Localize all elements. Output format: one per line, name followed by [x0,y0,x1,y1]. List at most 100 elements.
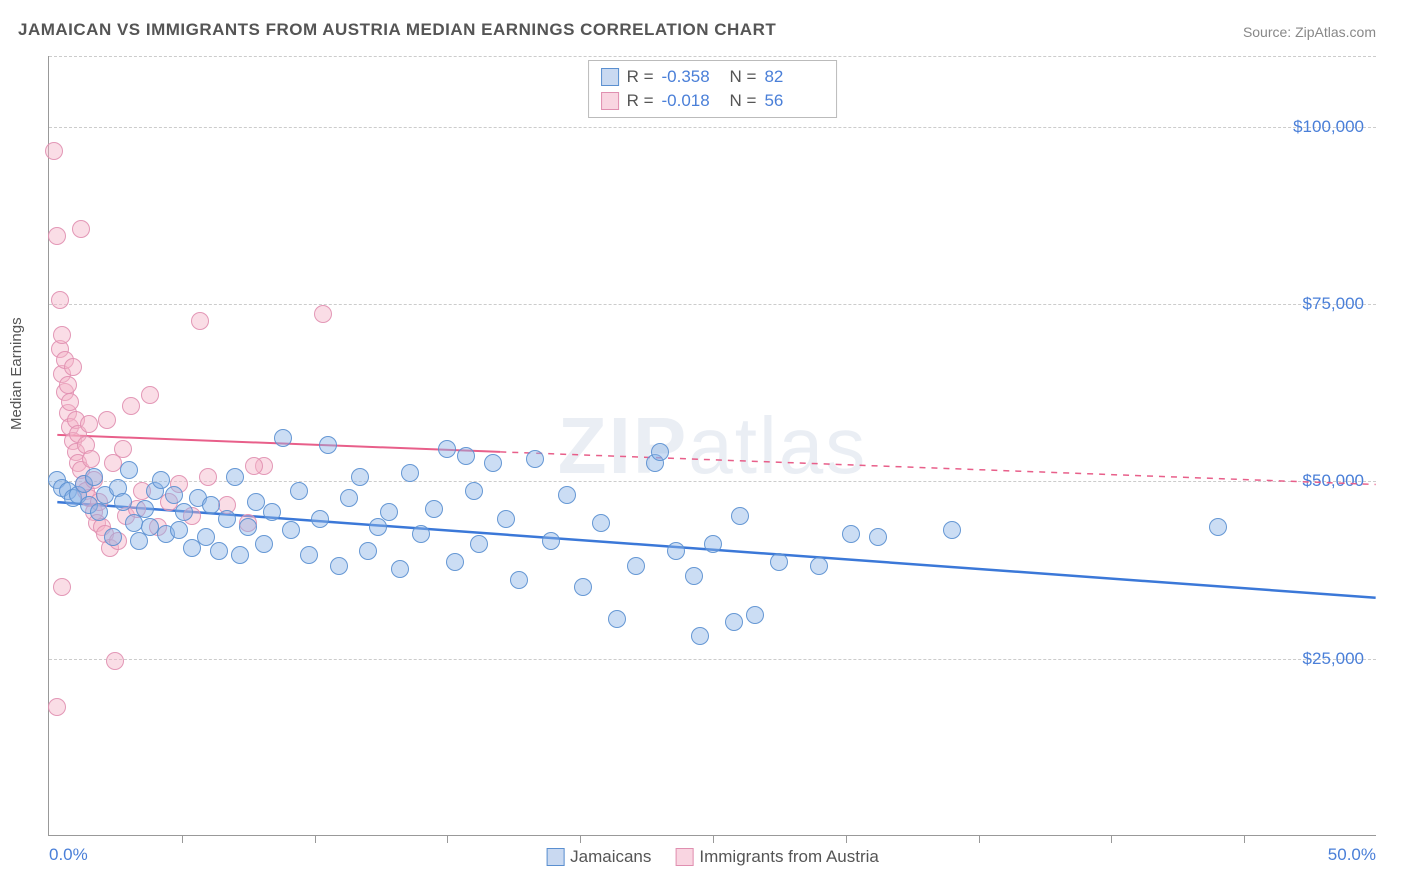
data-point-blue [731,507,749,525]
y-tick-label: $50,000 [1303,471,1364,491]
gridline [49,481,1376,482]
data-point-blue [574,578,592,596]
data-point-pink [122,397,140,415]
data-point-blue [484,454,502,472]
data-point-pink [98,411,116,429]
y-axis-label: Median Earnings [8,317,25,430]
stats-box: R = -0.358 N = 82 R = -0.018 N = 56 [588,60,838,118]
swatch-pink-icon [601,92,619,110]
data-point-pink [64,358,82,376]
legend-item-blue: Jamaicans [546,847,651,867]
data-point-blue [175,503,193,521]
x-tick [315,835,316,843]
data-point-pink [61,393,79,411]
data-point-blue [218,510,236,528]
x-tick [979,835,980,843]
data-point-blue [691,627,709,645]
trend-lines [49,56,1376,835]
data-point-pink [80,415,98,433]
x-tick [846,835,847,843]
data-point-blue [170,521,188,539]
data-point-blue [1209,518,1227,536]
chart-title: JAMAICAN VS IMMIGRANTS FROM AUSTRIA MEDI… [18,20,776,40]
data-point-pink [48,227,66,245]
data-point-pink [199,468,217,486]
data-point-blue [300,546,318,564]
data-point-blue [542,532,560,550]
data-point-blue [465,482,483,500]
data-point-blue [446,553,464,571]
data-point-blue [592,514,610,532]
data-point-pink [45,142,63,160]
data-point-blue [810,557,828,575]
data-point-blue [510,571,528,589]
data-point-blue [197,528,215,546]
x-tick [580,835,581,843]
data-point-pink [72,220,90,238]
data-point-pink [191,312,209,330]
data-point-pink [245,457,263,475]
data-point-blue [667,542,685,560]
data-point-blue [608,610,626,628]
data-point-blue [351,468,369,486]
data-point-blue [120,461,138,479]
data-point-blue [263,503,281,521]
x-tick [713,835,714,843]
data-point-pink [53,326,71,344]
swatch-pink-icon [675,848,693,866]
data-point-blue [704,535,722,553]
data-point-blue [85,468,103,486]
data-point-blue [770,553,788,571]
x-tick [1111,835,1112,843]
data-point-blue [274,429,292,447]
data-point-blue [231,546,249,564]
legend: Jamaicans Immigrants from Austria [546,847,879,867]
data-point-blue [470,535,488,553]
data-point-blue [842,525,860,543]
x-tick [1244,835,1245,843]
data-point-blue [943,521,961,539]
data-point-blue [340,489,358,507]
data-point-blue [558,486,576,504]
y-tick-label: $100,000 [1293,117,1364,137]
y-tick-label: $25,000 [1303,649,1364,669]
gridline [49,659,1376,660]
data-point-pink [141,386,159,404]
data-point-blue [412,525,430,543]
swatch-blue-icon [546,848,564,866]
data-point-blue [282,521,300,539]
data-point-blue [746,606,764,624]
data-point-blue [651,443,669,461]
gridline [49,127,1376,128]
data-point-pink [48,698,66,716]
stats-row-blue: R = -0.358 N = 82 [601,65,825,89]
watermark: ZIPatlas [558,400,867,492]
x-axis-max-label: 50.0% [1328,845,1376,865]
data-point-blue [152,471,170,489]
data-point-blue [255,535,273,553]
data-point-blue [627,557,645,575]
swatch-blue-icon [601,68,619,86]
data-point-blue [226,468,244,486]
data-point-pink [314,305,332,323]
gridline [49,304,1376,305]
data-point-blue [425,500,443,518]
y-tick-label: $75,000 [1303,294,1364,314]
data-point-blue [526,450,544,468]
data-point-blue [319,436,337,454]
data-point-blue [165,486,183,504]
data-point-blue [438,440,456,458]
data-point-pink [114,440,132,458]
data-point-pink [53,578,71,596]
plot-area: ZIPatlas $25,000$50,000$75,000$100,000 0… [48,56,1376,836]
data-point-blue [685,567,703,585]
legend-item-pink: Immigrants from Austria [675,847,879,867]
data-point-blue [136,500,154,518]
data-point-blue [330,557,348,575]
data-point-blue [210,542,228,560]
data-point-blue [239,518,257,536]
data-point-blue [869,528,887,546]
data-point-blue [401,464,419,482]
x-axis-min-label: 0.0% [49,845,88,865]
source-label: Source: ZipAtlas.com [1243,24,1376,40]
